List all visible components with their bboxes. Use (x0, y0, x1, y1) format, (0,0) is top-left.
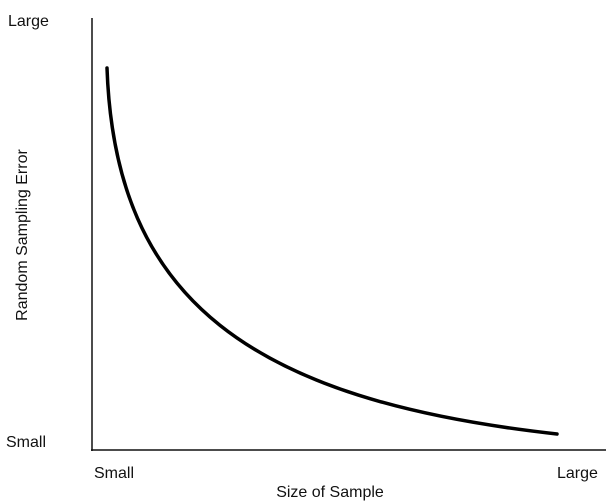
y-axis-title: Random Sampling Error (14, 149, 31, 321)
x-axis-title: Size of Sample (276, 484, 384, 501)
x-right-label: Large (557, 465, 598, 482)
y-bottom-label: Small (6, 434, 46, 451)
x-left-label: Small (94, 465, 134, 482)
y-top-label: Large (8, 13, 49, 30)
error-curve (105, 66, 559, 436)
